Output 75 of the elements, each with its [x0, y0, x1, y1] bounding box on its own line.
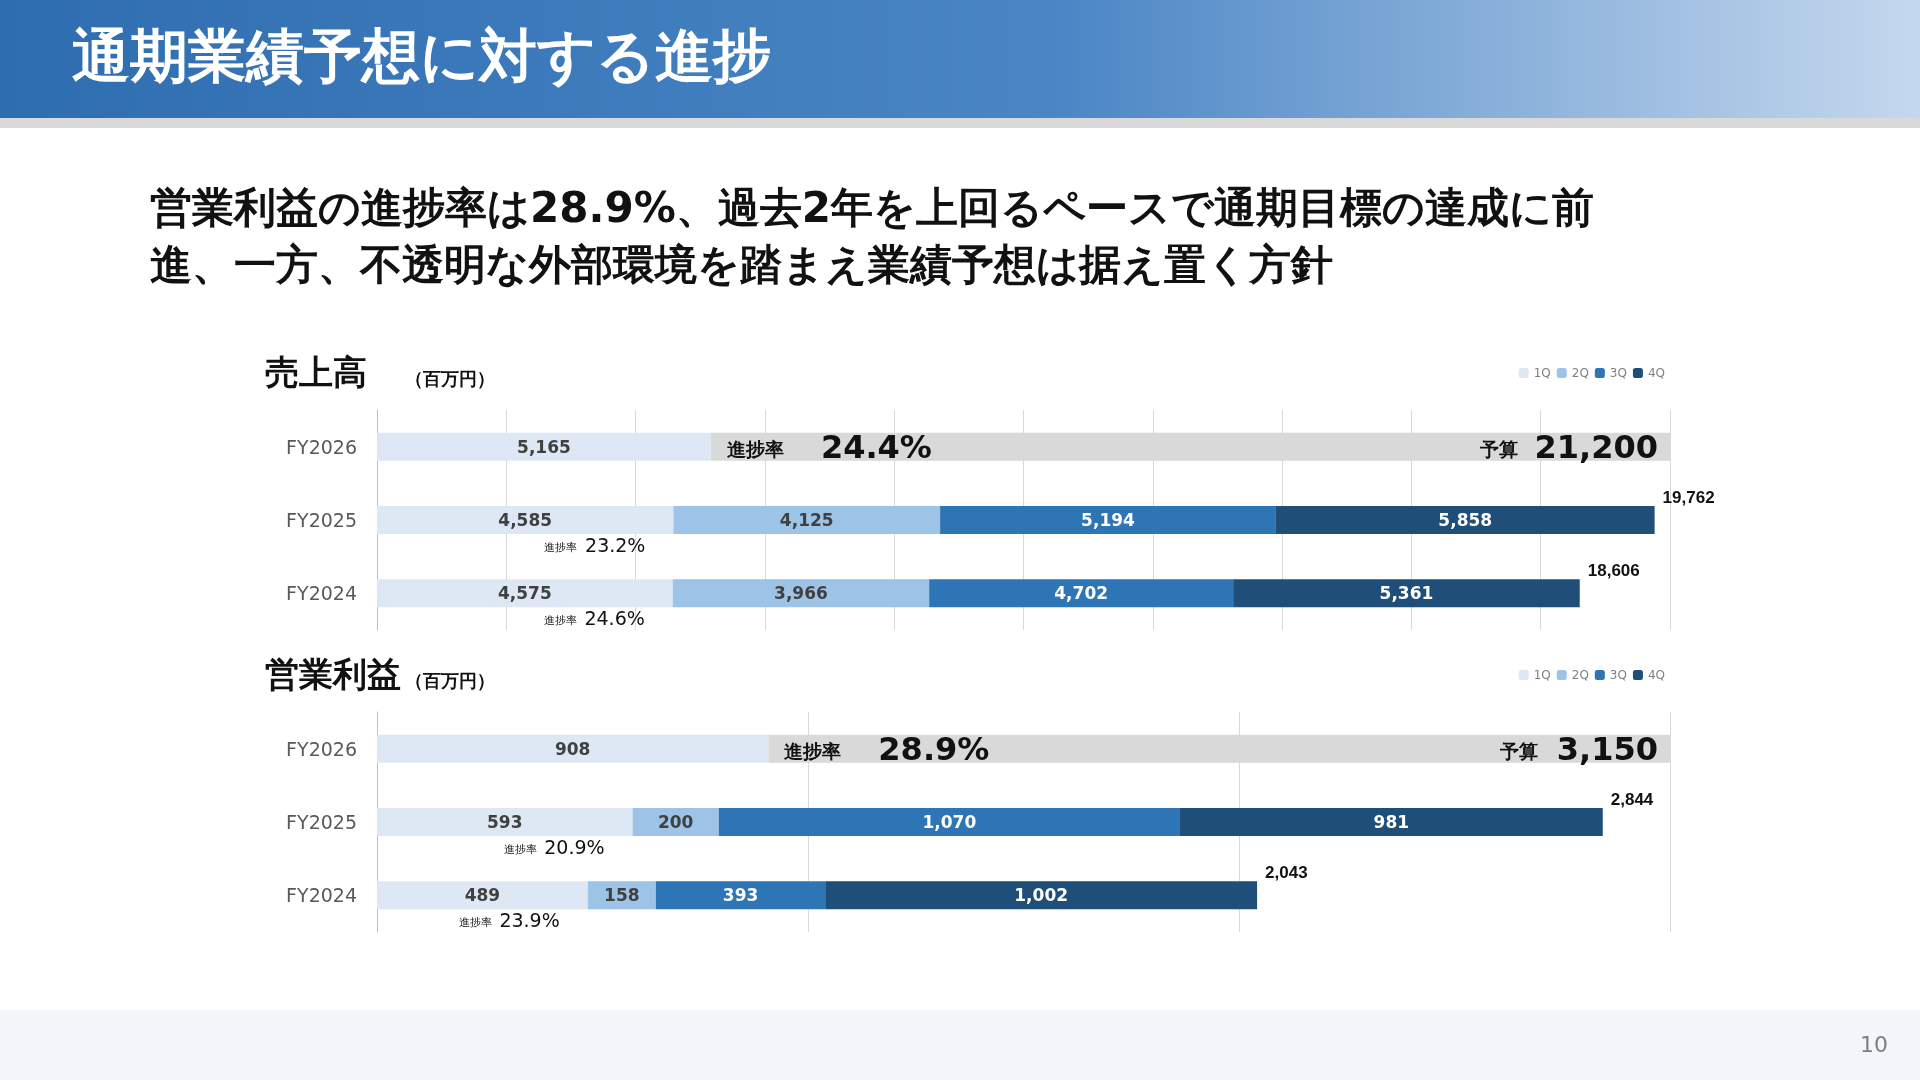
data-label: 158 — [604, 885, 640, 906]
legend-label: 2Q — [1571, 668, 1589, 682]
text: 営業利益の進捗率は28.9%、過去2年を上回るペースで通期目標の達成に前進、一方、不透明な外部環境を踏まえ業績予想は据え置く方針 — [150, 182, 1595, 291]
data-label: 5,165 — [517, 436, 571, 457]
chart-subtitle: （百万円） — [405, 367, 495, 389]
annotation: 予算 — [1479, 437, 1518, 460]
annotation: 24.4% — [820, 427, 932, 466]
legend-label: 1Q — [1533, 668, 1551, 682]
annotation: 進捗率 — [726, 437, 784, 460]
total-label: 2,844 — [1610, 790, 1654, 809]
total-label: 19,762 — [1662, 488, 1715, 507]
data-label: 489 — [464, 885, 501, 906]
data-label: 908 — [554, 738, 591, 759]
bar — [377, 734, 769, 763]
annotation: 進捗率 — [503, 842, 537, 856]
bar — [377, 579, 673, 608]
annotation: 進捗率 — [784, 739, 842, 762]
bar — [718, 808, 1180, 836]
legend-label: 3Q — [1609, 366, 1627, 380]
data-label: 5,194 — [1081, 510, 1136, 530]
y-tick-label: FY2024 — [286, 582, 357, 605]
y-tick-label: FY2024 — [286, 884, 357, 907]
total-label: 18,606 — [1587, 561, 1640, 581]
annotation: 28.9% — [878, 729, 990, 768]
data-label: 5,858 — [1438, 510, 1493, 530]
bar — [673, 506, 941, 534]
y-tick-label: FY2025 — [286, 811, 357, 833]
data-label: 4,702 — [1054, 583, 1109, 604]
y-tick-label: FY2026 — [286, 435, 357, 458]
annotation: 21,200 — [1534, 427, 1658, 466]
bar — [672, 579, 930, 608]
data-label: 1,070 — [922, 812, 977, 832]
text: 通期業績予想に対する進捗 — [72, 21, 771, 92]
bar — [1233, 579, 1580, 608]
annotation: 23.9% — [499, 909, 560, 932]
data-label: 4,585 — [498, 510, 553, 530]
bar — [1275, 506, 1655, 534]
annotation: 予算 — [1499, 739, 1538, 762]
chart-title: 売上高 — [265, 352, 367, 392]
data-label: 593 — [487, 812, 523, 832]
bar — [940, 506, 1276, 534]
annotation: 進捗率 — [543, 613, 577, 627]
legend-label: 3Q — [1609, 668, 1627, 682]
bar — [1179, 808, 1603, 836]
bar — [377, 881, 588, 910]
data-label: 5,361 — [1379, 583, 1434, 604]
bar — [655, 881, 826, 910]
legend-label: 4Q — [1647, 668, 1666, 682]
data-label: 4,125 — [779, 510, 834, 530]
data-label: 1,002 — [1014, 885, 1069, 906]
total-label: 2,043 — [1265, 863, 1308, 883]
y-tick-label: FY2025 — [286, 509, 357, 531]
y-tick-label: FY2026 — [286, 737, 357, 760]
bar — [377, 432, 711, 461]
data-label: 981 — [1373, 812, 1410, 832]
annotation: 23.2% — [585, 534, 646, 556]
chart-subtitle: （百万円） — [405, 669, 495, 691]
data-label: 3,966 — [774, 583, 828, 604]
data-label: 4,575 — [498, 583, 552, 604]
chart-title: 営業利益 — [265, 654, 401, 694]
annotation: 20.9% — [544, 836, 605, 858]
text: 10 — [1860, 1032, 1888, 1057]
annotation: 進捗率 — [458, 915, 492, 929]
legend-label: 1Q — [1533, 366, 1551, 380]
legend-label: 2Q — [1571, 366, 1589, 380]
bar — [825, 881, 1258, 910]
annotation: 進捗率 — [544, 540, 578, 554]
data-label: 200 — [657, 812, 694, 832]
legend-label: 4Q — [1647, 366, 1666, 380]
annotation: 24.6% — [584, 607, 645, 630]
bar — [377, 506, 674, 534]
data-label: 393 — [722, 885, 759, 906]
bar — [377, 808, 633, 836]
annotation: 3,150 — [1556, 729, 1658, 768]
bar — [929, 579, 1234, 608]
